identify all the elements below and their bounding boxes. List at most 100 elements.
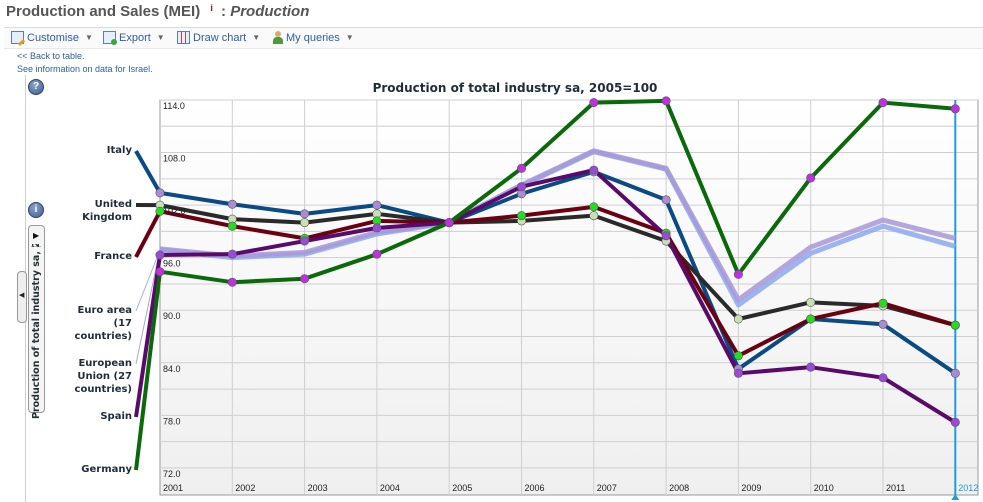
x-tick-label: 2007 [597, 483, 617, 493]
my-queries-button[interactable]: My queries ▼ [272, 31, 354, 44]
data-point[interactable] [661, 231, 671, 241]
data-point[interactable] [155, 250, 165, 260]
chevron-down-icon: ▼ [156, 33, 165, 42]
export-button[interactable]: Export ▼ [103, 31, 165, 45]
legend-label-text: Germany [81, 464, 132, 475]
back-to-table-link[interactable]: << Back to table. [17, 51, 85, 61]
side-variable-tab[interactable]: ▶ Production of total industry sa, 2005=… [28, 225, 45, 419]
data-point[interactable] [661, 96, 671, 106]
play-arrow-icon[interactable]: ▶ [33, 231, 40, 240]
data-point[interactable] [444, 218, 454, 228]
legend-connector [134, 210, 162, 258]
x-tick-label: 2008 [669, 483, 689, 493]
data-point[interactable] [950, 104, 960, 114]
data-point[interactable] [372, 249, 382, 259]
legend-label[interactable]: Italy [107, 144, 132, 157]
toolbar: Customise ▼ Export ▼ Draw chart ▼ My que… [4, 27, 983, 49]
data-point[interactable] [950, 368, 960, 378]
y-tick-label: 84.0 [163, 364, 181, 374]
legend-label[interactable]: Spain [100, 410, 132, 423]
legend-label[interactable]: Germany [81, 463, 132, 476]
page-subtitle: Production [230, 3, 310, 20]
data-point[interactable] [589, 165, 599, 175]
legend-label[interactable]: Euro area (17 countries) [66, 304, 132, 343]
series-line[interactable] [159, 98, 956, 285]
legend-connector [134, 150, 162, 194]
year-slider-handle[interactable] [951, 494, 960, 500]
data-point[interactable] [516, 211, 526, 221]
data-point[interactable] [155, 267, 165, 277]
data-point[interactable] [733, 314, 743, 324]
data-point[interactable] [878, 373, 888, 383]
chevron-down-icon: ▼ [345, 33, 354, 42]
data-point[interactable] [878, 98, 888, 108]
page-title: Production and Sales (MEI) i : Productio… [6, 3, 309, 20]
data-point[interactable] [589, 98, 599, 108]
series-line[interactable] [159, 148, 956, 303]
collapse-panel-handle[interactable]: ◀ [17, 271, 27, 323]
legend-connector [134, 271, 162, 471]
data-point[interactable] [950, 320, 960, 330]
y-tick-label: 78.0 [163, 416, 181, 426]
data-point[interactable] [227, 249, 237, 259]
chevron-down-icon: ▼ [84, 33, 93, 42]
help-icon[interactable]: ? [28, 79, 44, 95]
data-point[interactable] [516, 163, 526, 173]
title-separator: : [221, 3, 227, 20]
data-point[interactable] [300, 209, 310, 219]
info-marker-icon[interactable]: i [210, 3, 213, 13]
legend-label-text: United Kingdom [82, 199, 132, 223]
x-tick-label: 2011 [886, 483, 905, 493]
data-point[interactable] [589, 211, 599, 221]
legend-label-text: Italy [106, 145, 132, 156]
data-point[interactable] [155, 188, 165, 198]
data-point[interactable] [733, 351, 743, 361]
info-icon[interactable]: i [28, 202, 44, 218]
y-tick-label: 96.0 [163, 259, 181, 269]
data-point[interactable] [227, 221, 237, 231]
data-point[interactable] [372, 223, 382, 233]
x-tick-label: 2004 [380, 483, 400, 493]
data-point[interactable] [733, 269, 743, 279]
series-line[interactable] [159, 203, 956, 328]
draw-chart-label: Draw chart [193, 31, 247, 44]
x-tick-label: 2005 [452, 483, 472, 493]
legend-label[interactable]: France [94, 250, 132, 263]
customise-button[interactable]: Customise ▼ [11, 31, 93, 44]
series-line[interactable] [159, 168, 957, 425]
israel-info-link[interactable]: See information on data for Israel. [17, 64, 153, 74]
data-point[interactable] [300, 218, 310, 228]
data-point[interactable] [155, 206, 165, 216]
data-point[interactable] [806, 173, 816, 183]
y-tick-label: 102.0 [163, 206, 186, 216]
data-point[interactable] [806, 314, 816, 324]
my-queries-label: My queries [286, 31, 340, 44]
data-point[interactable] [806, 297, 816, 307]
data-point[interactable] [661, 195, 671, 205]
data-point[interactable] [300, 274, 310, 284]
legend-connector [135, 248, 161, 365]
y-tick-label: 72.0 [163, 469, 181, 479]
data-point[interactable] [589, 202, 599, 212]
data-point[interactable] [878, 298, 888, 308]
user-icon [272, 31, 283, 44]
y-tick-label: 108.0 [163, 154, 186, 164]
data-point[interactable] [878, 319, 888, 329]
data-point[interactable] [516, 182, 526, 192]
draw-chart-button[interactable]: Draw chart ▼ [177, 31, 260, 44]
series-line[interactable] [159, 204, 956, 358]
data-point[interactable] [227, 199, 237, 209]
data-point[interactable] [806, 362, 816, 372]
legend-label[interactable]: European Union (27 countries) [66, 357, 132, 396]
data-point[interactable] [300, 236, 310, 246]
x-tick-label: 2012 [958, 483, 978, 493]
series-line[interactable] [159, 169, 957, 375]
data-point[interactable] [733, 368, 743, 378]
data-point[interactable] [372, 200, 382, 210]
data-point[interactable] [227, 277, 237, 287]
legend-label[interactable]: United Kingdom [66, 198, 132, 224]
legend-label-text: France [94, 251, 132, 262]
data-point[interactable] [950, 417, 960, 427]
chevron-down-icon: ▼ [252, 33, 261, 42]
legend-label-text: European Union (27 countries) [74, 358, 132, 395]
